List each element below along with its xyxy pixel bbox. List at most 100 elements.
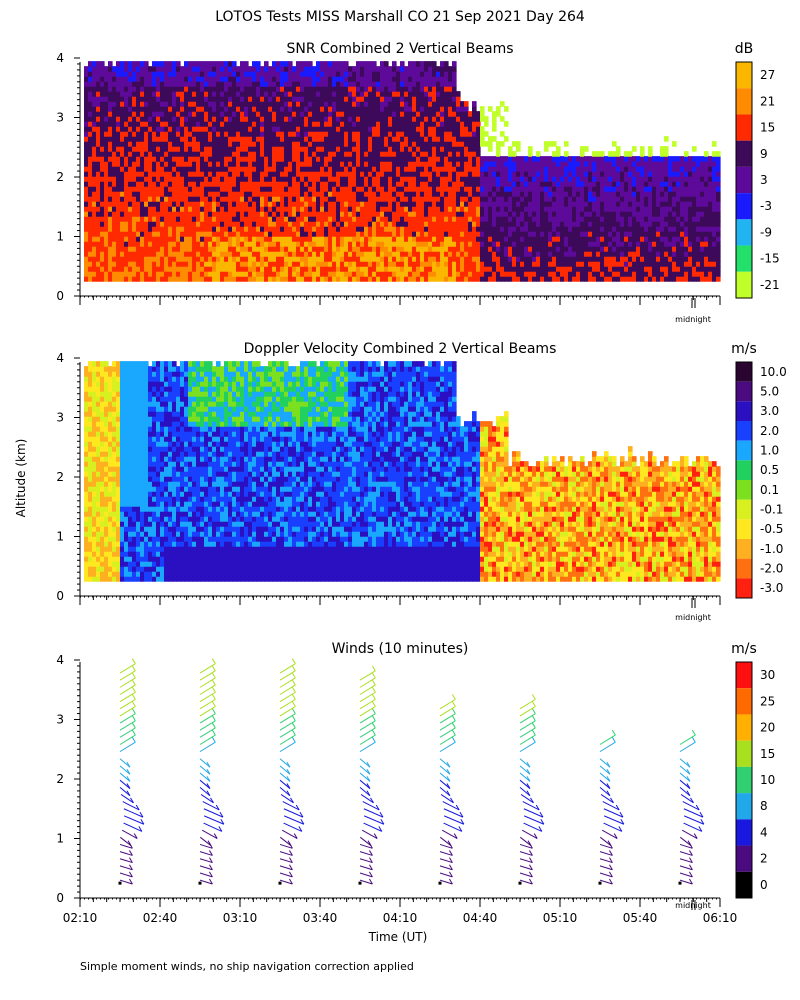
heatmap-cell (304, 106, 309, 112)
heatmap-cell (532, 176, 537, 182)
heatmap-cell (352, 246, 357, 252)
heatmap-cell (528, 216, 533, 222)
heatmap-cell (432, 126, 437, 132)
heatmap-cell (352, 136, 357, 142)
heatmap-cell (564, 196, 569, 202)
heatmap-cell (232, 136, 237, 142)
heatmap-cell (268, 181, 273, 187)
heatmap-cell (420, 116, 425, 122)
heatmap-cell (196, 271, 201, 277)
heatmap-cell (424, 86, 429, 92)
heatmap-cell (88, 246, 93, 252)
heatmap-cell (364, 81, 369, 87)
heatmap-cell (268, 176, 273, 182)
heatmap-cell (276, 266, 281, 272)
heatmap-cell (400, 266, 405, 272)
heatmap-cell (368, 276, 373, 282)
heatmap-cell (500, 251, 505, 257)
heatmap-cell (268, 246, 273, 252)
heatmap-cell (480, 191, 485, 197)
heatmap-cell (216, 71, 221, 77)
heatmap-cell (280, 61, 285, 67)
heatmap-cell (112, 121, 117, 127)
heatmap-cell (216, 251, 221, 257)
heatmap-cell (260, 151, 265, 157)
heatmap-cell (464, 196, 469, 202)
heatmap-cell (192, 161, 197, 167)
heatmap-cell (412, 176, 417, 182)
heatmap-cell (380, 141, 385, 147)
heatmap-cell (492, 251, 497, 257)
heatmap-cell (204, 81, 209, 87)
heatmap-cell (536, 256, 541, 262)
heatmap-cell (332, 196, 337, 202)
heatmap-cell (292, 236, 297, 242)
heatmap-cell (480, 276, 485, 282)
heatmap-cell (320, 271, 325, 277)
heatmap-cell (264, 231, 269, 237)
heatmap-cell (480, 256, 485, 262)
heatmap-cell (216, 96, 221, 102)
heatmap-cell (356, 216, 361, 222)
heatmap-cell (248, 201, 253, 207)
heatmap-cell (288, 231, 293, 237)
heatmap-cell (292, 126, 297, 132)
heatmap-cell (392, 66, 397, 72)
heatmap-cell (460, 196, 465, 202)
heatmap-cell (444, 146, 449, 152)
heatmap-cell (488, 106, 493, 112)
heatmap-cell (404, 146, 409, 152)
heatmap-cell (356, 106, 361, 112)
heatmap-cell (128, 221, 133, 227)
heatmap-cell (296, 176, 301, 182)
heatmap-cell (196, 141, 201, 147)
heatmap-cell (504, 211, 509, 217)
heatmap-cell (296, 81, 301, 87)
heatmap-cell (344, 111, 349, 117)
heatmap-cell (268, 171, 273, 177)
heatmap-cell (360, 86, 365, 92)
heatmap-cell (184, 116, 189, 122)
heatmap-cell (520, 251, 525, 257)
heatmap-cell (148, 176, 153, 182)
heatmap-cell (500, 191, 505, 197)
heatmap-cell (148, 191, 153, 197)
heatmap-cell (84, 251, 89, 257)
heatmap-cell (120, 276, 125, 282)
heatmap-cell (136, 221, 141, 227)
heatmap-cell (372, 216, 377, 222)
heatmap-cell (344, 161, 349, 167)
heatmap-cell (360, 116, 365, 122)
heatmap-cell (336, 161, 341, 167)
heatmap-cell (144, 121, 149, 127)
heatmap-cell (564, 266, 569, 272)
heatmap-cell (144, 136, 149, 142)
heatmap-cell (544, 211, 549, 217)
heatmap-cell (272, 231, 277, 237)
heatmap-cell (204, 236, 209, 242)
heatmap-cell (292, 116, 297, 122)
heatmap-cell (540, 246, 545, 252)
heatmap-cell (300, 211, 305, 217)
heatmap-cell (472, 226, 477, 232)
heatmap-cell (120, 141, 125, 147)
heatmap-cell (164, 271, 169, 277)
heatmap-cell (396, 221, 401, 227)
heatmap-cell (384, 106, 389, 112)
heatmap-cell (332, 76, 337, 82)
heatmap-cell (400, 66, 405, 72)
heatmap-cell (140, 206, 145, 212)
heatmap-cell (208, 86, 213, 92)
heatmap-cell (160, 161, 165, 167)
heatmap-cell (512, 171, 517, 177)
heatmap-cell (212, 111, 217, 117)
heatmap-cell (392, 101, 397, 107)
heatmap-cell (380, 186, 385, 192)
heatmap-cell (356, 181, 361, 187)
heatmap-cell (84, 176, 89, 182)
heatmap-cell (368, 126, 373, 132)
heatmap-cell (148, 161, 153, 167)
heatmap-cell (340, 236, 345, 242)
heatmap-cell (264, 226, 269, 232)
heatmap-cell (124, 226, 129, 232)
